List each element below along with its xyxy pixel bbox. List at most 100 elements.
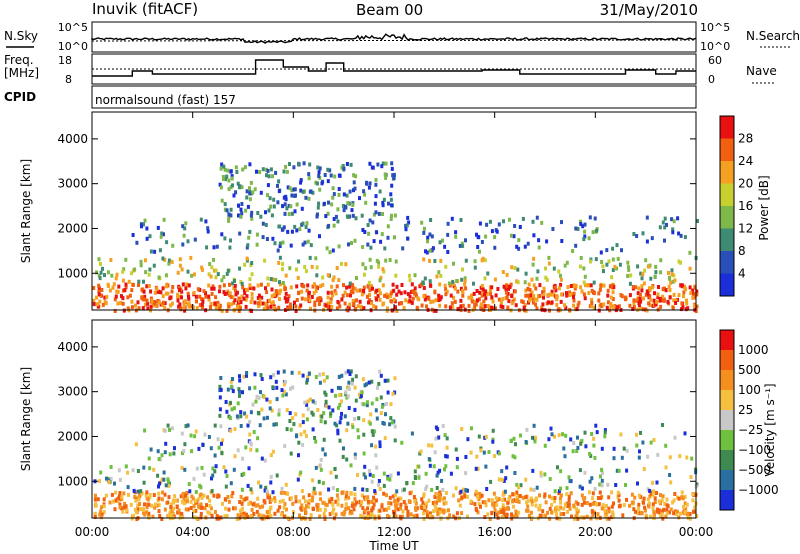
- heatmap-cell: [285, 427, 289, 432]
- heatmap-cell: [298, 513, 301, 518]
- heatmap-cell: [191, 305, 195, 310]
- heatmap-cell: [493, 454, 497, 458]
- heatmap-cell: [599, 283, 603, 288]
- heatmap-cell: [644, 258, 648, 263]
- heatmap-cell: [169, 303, 173, 308]
- heatmap-cell: [538, 513, 542, 518]
- heatmap-cell: [605, 262, 609, 267]
- heatmap-cell: [607, 509, 611, 514]
- heatmap-cell: [559, 282, 563, 287]
- heatmap-cell: [440, 497, 444, 502]
- heatmap-cell: [493, 245, 497, 250]
- heatmap-cell: [288, 186, 292, 191]
- heatmap-cell: [171, 512, 175, 516]
- heatmap-cell: [245, 287, 249, 292]
- heatmap-cell: [565, 501, 569, 506]
- heatmap-cell: [491, 502, 495, 507]
- heatmap-cell: [290, 188, 294, 193]
- heatmap-cell: [291, 501, 295, 506]
- heatmap-cell: [575, 507, 579, 512]
- heatmap-cell: [170, 509, 174, 513]
- heatmap-cell: [481, 500, 485, 505]
- heatmap-cell: [219, 166, 223, 171]
- heatmap-cell: [516, 498, 520, 503]
- heatmap-cell: [505, 512, 509, 517]
- heatmap-cell: [286, 229, 290, 234]
- heatmap-cell: [299, 188, 303, 193]
- heatmap-cell: [130, 516, 134, 521]
- heatmap-cell: [146, 301, 150, 306]
- heatmap-cell: [116, 301, 120, 306]
- heatmap-cell: [624, 483, 627, 487]
- heatmap-cell: [243, 262, 247, 267]
- heatmap-cell: [318, 463, 322, 468]
- heatmap-cell: [313, 400, 317, 405]
- heatmap-cell: [500, 515, 504, 519]
- heatmap-cell: [610, 275, 614, 280]
- heatmap-cell: [654, 302, 658, 307]
- heatmap-cell: [250, 507, 254, 512]
- heatmap-cell: [331, 293, 334, 298]
- heatmap-cell: [689, 475, 693, 479]
- heatmap-cell: [518, 225, 522, 229]
- heatmap-cell: [479, 306, 483, 311]
- heatmap-cell: [664, 514, 668, 519]
- heatmap-cell: [180, 499, 184, 504]
- heatmap-cell: [489, 479, 493, 484]
- heatmap-cell: [395, 309, 399, 313]
- heatmap-cell: [334, 512, 338, 517]
- heatmap-cell: [451, 305, 455, 310]
- heatmap-cell: [563, 263, 567, 268]
- heatmap-cell: [579, 222, 583, 226]
- heatmap-cell: [389, 501, 393, 506]
- heatmap-cell: [232, 300, 236, 305]
- heatmap-cell: [274, 422, 278, 427]
- heatmap-cell: [421, 281, 425, 286]
- heatmap-cell: [478, 221, 482, 226]
- heatmap-cell: [296, 275, 300, 280]
- heatmap-cell: [200, 302, 204, 307]
- heatmap-cell: [218, 289, 221, 294]
- heatmap-cell: [531, 468, 535, 473]
- heatmap-cell: [196, 497, 200, 502]
- heatmap-cell: [553, 489, 557, 494]
- heatmap-cell: [361, 262, 365, 267]
- heatmap-cell: [337, 405, 340, 410]
- heatmap-cell: [359, 304, 363, 309]
- heatmap-cell: [502, 509, 506, 514]
- nsky-panel-frame: [91, 21, 697, 53]
- heatmap-cell: [494, 496, 498, 501]
- heatmap-cell: [483, 292, 487, 297]
- heatmap-cell: [217, 303, 220, 308]
- heatmap-cell: [484, 296, 488, 301]
- heatmap-cell: [406, 236, 410, 241]
- heatmap-cell: [599, 250, 603, 255]
- heatmap-cell: [601, 503, 605, 508]
- heatmap-cell: [499, 300, 503, 305]
- heatmap-cell: [234, 292, 238, 297]
- heatmap-cell: [362, 472, 366, 477]
- heatmap-cell: [362, 288, 365, 293]
- heatmap-cell: [544, 513, 548, 518]
- heatmap-cell: [530, 502, 534, 507]
- heatmap-cell: [338, 438, 342, 443]
- heatmap-cell: [114, 276, 118, 281]
- heatmap-cell: [611, 246, 615, 251]
- heatmap-cell: [284, 291, 288, 296]
- heatmap-cell: [354, 398, 358, 403]
- heatmap-cell: [599, 496, 603, 501]
- heatmap-cell: [261, 235, 265, 240]
- heatmap-cell: [578, 264, 582, 269]
- heatmap-cell: [136, 300, 140, 305]
- heatmap-cell: [315, 285, 319, 290]
- heatmap-cell: [352, 173, 356, 178]
- heatmap-cell: [375, 230, 379, 235]
- heatmap-cell: [324, 399, 328, 404]
- heatmap-cell: [588, 502, 592, 507]
- heatmap-cell: [231, 281, 235, 286]
- heatmap-cell: [98, 479, 101, 484]
- heatmap-cell: [276, 200, 280, 205]
- heatmap-cell: [99, 509, 103, 514]
- heatmap-cell: [525, 427, 529, 432]
- heatmap-cell: [676, 216, 680, 221]
